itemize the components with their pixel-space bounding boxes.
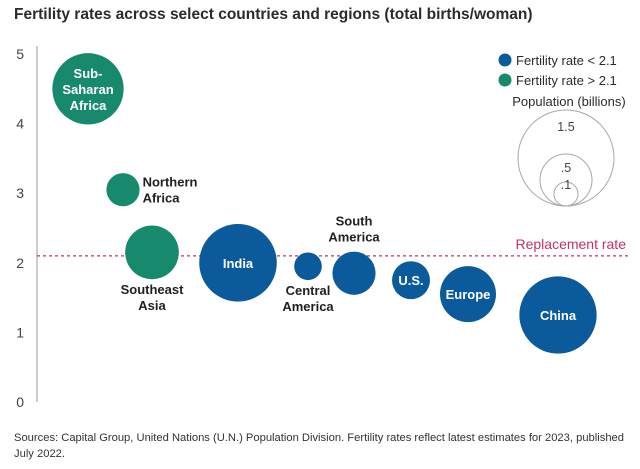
size-legend-value: 1.5 bbox=[557, 120, 574, 134]
bubble-label: China bbox=[540, 308, 577, 323]
size-legend-title: Population (billions) bbox=[512, 94, 625, 109]
bubble-label: Africa bbox=[70, 98, 108, 113]
y-tick-label: 0 bbox=[16, 394, 24, 410]
legend-marker bbox=[498, 73, 512, 87]
source-note: Sources: Capital Group, United Nations (… bbox=[14, 432, 624, 460]
bubble-label: Southeast bbox=[121, 282, 185, 297]
bubble bbox=[332, 251, 376, 295]
legend-label: Fertility rate < 2.1 bbox=[516, 53, 617, 68]
y-tick-label: 4 bbox=[16, 116, 24, 132]
y-tick-label: 2 bbox=[16, 255, 24, 271]
bubble-label: America bbox=[282, 299, 334, 314]
bubble-label: Northern bbox=[143, 175, 198, 190]
bubble bbox=[106, 173, 140, 207]
replacement-rate-label: Replacement rate bbox=[515, 236, 626, 252]
bubble bbox=[519, 276, 597, 354]
bubble-label: U.S. bbox=[398, 273, 423, 288]
bubble-label: Africa bbox=[143, 191, 181, 206]
bubble bbox=[52, 53, 124, 125]
bubble-label: South bbox=[336, 214, 373, 229]
bubble bbox=[392, 261, 430, 300]
size-legend-value: .1 bbox=[561, 178, 571, 192]
chart-title: Fertility rates across select countries … bbox=[14, 6, 533, 23]
y-tick-label: 3 bbox=[16, 185, 24, 201]
bubble-label: Sub- bbox=[74, 66, 103, 81]
bubble bbox=[440, 266, 496, 323]
bubble-label: Central bbox=[286, 283, 331, 298]
legend-marker bbox=[498, 53, 512, 67]
bubble bbox=[294, 252, 322, 281]
bubble bbox=[125, 225, 179, 280]
bubble-label: India bbox=[223, 256, 254, 271]
legend-label: Fertility rate > 2.1 bbox=[516, 73, 617, 88]
bubble-label: Saharan bbox=[62, 82, 113, 97]
bubble-label: Asia bbox=[138, 298, 166, 313]
y-tick-label: 1 bbox=[16, 324, 24, 340]
size-legend-value: .5 bbox=[561, 161, 571, 175]
bubble bbox=[199, 224, 277, 302]
size-legend-circle bbox=[553, 181, 579, 207]
bubble-label: Europe bbox=[446, 287, 491, 302]
y-tick-label: 5 bbox=[16, 46, 24, 62]
bubble-label: America bbox=[328, 230, 380, 245]
